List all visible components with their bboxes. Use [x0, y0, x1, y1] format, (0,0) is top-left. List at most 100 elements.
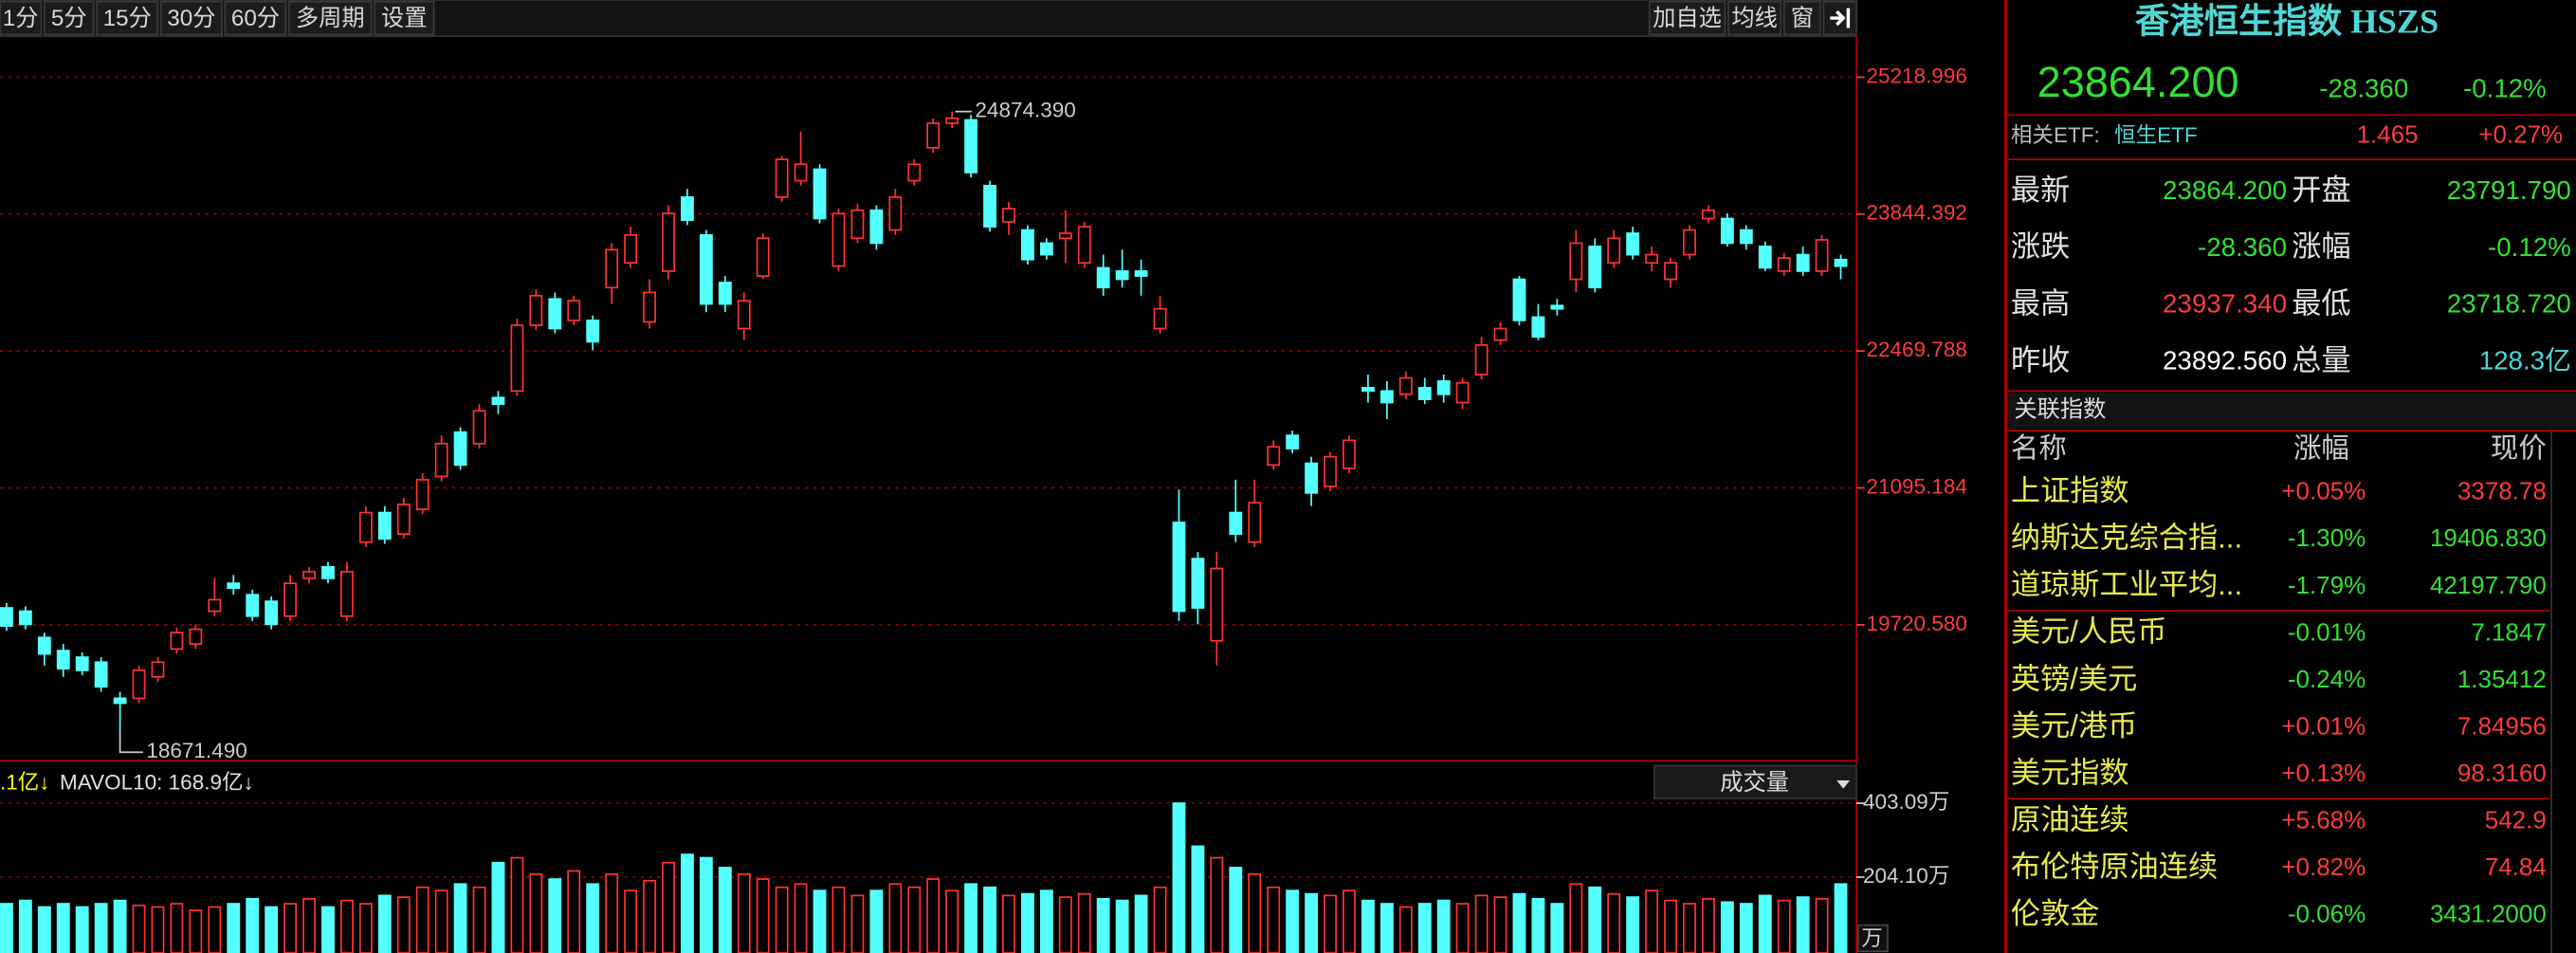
- volume-bar: [586, 883, 600, 953]
- volume-bar: [1493, 896, 1507, 953]
- period-button[interactable]: [43, 0, 95, 36]
- volume-bar: [56, 903, 70, 953]
- period-button[interactable]: [96, 0, 159, 36]
- candle-body: [662, 212, 675, 272]
- volume-bar: [1343, 889, 1356, 953]
- volume-bar: [321, 906, 335, 953]
- candle-body: [926, 122, 941, 149]
- candle-body: [1512, 278, 1526, 321]
- related-price: 42197.790: [2430, 571, 2547, 599]
- volume-bar: [18, 899, 32, 953]
- volume-bar: [1096, 897, 1110, 953]
- stat-label: 涨跌: [2011, 230, 2070, 264]
- stat-label: 开盘: [2292, 174, 2350, 207]
- candle-body: [1039, 242, 1053, 256]
- column-header: 名称: [2011, 433, 2067, 465]
- candle-body: [643, 291, 656, 323]
- volume-bar: [94, 903, 108, 953]
- related-name[interactable]: 英镑/美元: [2011, 662, 2137, 695]
- volume-bar: [1058, 896, 1072, 953]
- period-button[interactable]: [374, 0, 435, 36]
- column-header: 现价: [2491, 433, 2547, 465]
- volume-bar: [1739, 903, 1753, 953]
- candle-body: [813, 168, 827, 220]
- related-name[interactable]: 道琼斯工业平均...: [2011, 568, 2242, 601]
- candle-body: [75, 656, 89, 671]
- dropdown-arrow: [1836, 780, 1851, 789]
- volume-bar: [1229, 867, 1243, 953]
- volume-bar: [415, 886, 429, 953]
- related-name[interactable]: 美元指数: [2011, 756, 2129, 789]
- period-label: 1分: [3, 6, 39, 31]
- last-price: 23864.200: [2037, 58, 2239, 106]
- candle-body: [1191, 558, 1205, 609]
- period-button[interactable]: [159, 0, 223, 36]
- candle-body: [1134, 270, 1148, 277]
- volume-bar: [472, 886, 486, 953]
- tool-label: 窗: [1791, 6, 1814, 31]
- related-name[interactable]: 美元/港币: [2011, 709, 2137, 742]
- related-change: +0.82%: [2281, 852, 2366, 881]
- candle-body: [1172, 522, 1186, 613]
- volume-bar: [377, 894, 392, 953]
- period-button[interactable]: [0, 0, 43, 36]
- candle-body: [434, 442, 448, 478]
- related-name[interactable]: 布伦特原油连续: [2011, 851, 2218, 884]
- volume-bar: [491, 861, 505, 953]
- period-button[interactable]: [224, 0, 287, 36]
- period-button[interactable]: [288, 0, 373, 36]
- candle-body: [1153, 307, 1167, 330]
- tool-button[interactable]: [1727, 0, 1782, 36]
- volume-legend: MAVOL10: 168.9亿↓: [60, 770, 254, 794]
- volume-bar: [1607, 892, 1621, 953]
- volume-bar: [1626, 896, 1640, 953]
- related-name[interactable]: 上证指数: [2011, 474, 2129, 507]
- candle-body: [888, 196, 903, 231]
- related-name[interactable]: 美元/人民币: [2011, 615, 2167, 649]
- volume-bar: [1834, 883, 1848, 953]
- candle-body: [339, 571, 354, 617]
- volume-bar: [983, 886, 996, 953]
- related-name[interactable]: 纳斯达克综合指...: [2011, 522, 2242, 555]
- tool-button[interactable]: [1648, 0, 1726, 36]
- volume-bar: [945, 889, 959, 953]
- volume-bar: [1683, 903, 1696, 953]
- volume-bar: [1550, 903, 1564, 953]
- candle-body: [850, 209, 865, 240]
- volume-bar: [548, 878, 562, 953]
- indicator-dropdown[interactable]: [1653, 764, 1857, 799]
- volume-bar: [1398, 906, 1413, 953]
- candle-body: [756, 237, 770, 277]
- candle-body: [94, 661, 108, 688]
- etf-name[interactable]: 恒生ETF: [2114, 123, 2198, 147]
- candle-body: [1664, 262, 1677, 281]
- related-price: 19406.830: [2430, 523, 2547, 552]
- period-label: 多周期: [296, 6, 365, 31]
- candle-body: [1531, 316, 1545, 339]
- candle-body: [680, 196, 694, 222]
- candle-body: [132, 669, 146, 700]
- column-header: 涨幅: [2293, 433, 2349, 465]
- volume-bar: [680, 853, 694, 953]
- candle-body: [151, 661, 165, 678]
- volume-bar: [699, 856, 713, 953]
- volume-bar: [850, 894, 865, 953]
- volume-bar: [0, 903, 13, 953]
- candle-body: [605, 248, 619, 289]
- related-name[interactable]: 伦敦金: [2011, 897, 2100, 930]
- volume-bar: [1191, 845, 1205, 953]
- volume-bar: [37, 906, 51, 953]
- candle-body: [1058, 232, 1072, 240]
- candle-body: [548, 298, 562, 330]
- related-name[interactable]: 原油连续: [2011, 803, 2129, 836]
- candle-body: [1398, 376, 1413, 395]
- tool-button[interactable]: [1782, 0, 1821, 36]
- etf-label: 相关ETF:: [2011, 123, 2100, 147]
- candle-body: [775, 158, 789, 198]
- candle-body: [1758, 245, 1772, 269]
- volume-bar: [737, 872, 751, 953]
- candle-body: [1417, 387, 1432, 400]
- volume-bar: [1720, 901, 1734, 953]
- volume-bar: [888, 883, 903, 953]
- candle-body: [453, 431, 467, 467]
